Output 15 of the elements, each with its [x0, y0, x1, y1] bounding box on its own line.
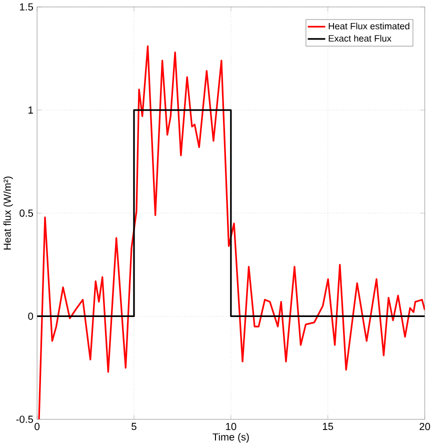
line-series	[38, 45, 425, 420]
x-tick-label: 20	[420, 422, 430, 430]
x-tick-label: 0	[34, 422, 40, 430]
x-tick-label: 5	[132, 422, 136, 430]
y-tick-label: 1.5	[20, 3, 34, 11]
y-tick-label: -0.5	[16, 416, 34, 423]
y-tick-label: 0	[28, 312, 34, 320]
y-tick-label: 1	[28, 106, 34, 114]
y-axis-title: Heat flux (W/m²)	[3, 176, 13, 250]
legend-label: Heat Flux estimated	[328, 22, 410, 30]
x-tick-label: 10	[226, 422, 236, 430]
y-tick-label: 0.5	[20, 210, 34, 217]
x-axis-title: Time (s)	[212, 433, 249, 443]
x-tick-label: 15	[323, 422, 334, 430]
legend-label: Exact heat Flux	[328, 34, 392, 42]
